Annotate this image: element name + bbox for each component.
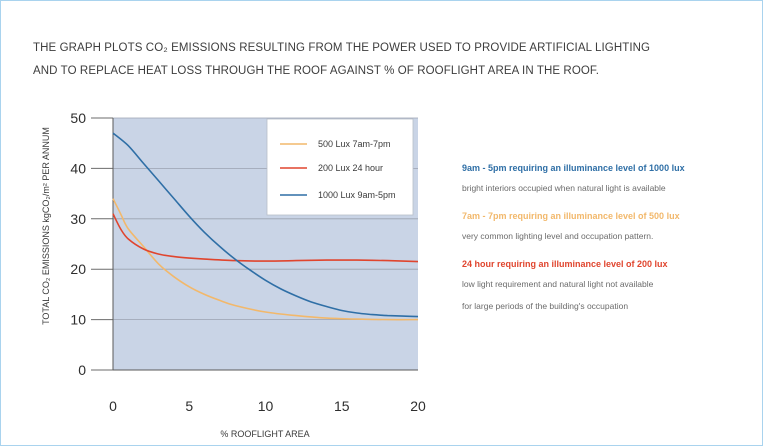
x-tick-label: 10 bbox=[258, 398, 274, 414]
note-body-line: for large periods of the building's occu… bbox=[462, 301, 629, 311]
y-tick-label: 40 bbox=[70, 160, 86, 176]
note-body-line: very common lighting level and occupatio… bbox=[462, 231, 654, 241]
tick-labels: 0 10 20 30 40 50 0 5 10 15 20 bbox=[70, 110, 426, 414]
x-tick-label: 0 bbox=[109, 398, 117, 414]
title-line-1: THE GRAPH PLOTS CO₂ EMISSIONS RESULTING … bbox=[33, 42, 651, 54]
axes bbox=[112, 118, 418, 371]
series-line-1 bbox=[112, 213, 419, 263]
note-body-line: low light requirement and natural light … bbox=[462, 279, 654, 289]
x-tick-label: 20 bbox=[410, 398, 426, 414]
series-line-0 bbox=[112, 198, 419, 321]
y-axis-label: TOTAL CO₂ EMISSIONS kgCO₂/m² PER ANNUM bbox=[41, 127, 51, 325]
legend-label: 500 Lux 7am-7pm bbox=[318, 139, 391, 149]
chart-title: THE GRAPH PLOTS CO₂ EMISSIONS RESULTING … bbox=[33, 37, 753, 83]
legend-box bbox=[266, 118, 414, 216]
notes-panel: 9am - 5pm requiring an illuminance level… bbox=[462, 162, 762, 328]
series-layer bbox=[112, 132, 419, 321]
note-0: 9am - 5pm requiring an illuminance level… bbox=[462, 162, 762, 196]
note-heading: 24 hour requiring an illuminance level o… bbox=[462, 259, 668, 269]
x-tick-label: 5 bbox=[185, 398, 193, 414]
title-line-2: AND TO REPLACE HEAT LOSS THROUGH THE ROO… bbox=[33, 65, 600, 77]
note-1: 7am - 7pm requiring an illuminance level… bbox=[462, 210, 762, 244]
y-tick-label: 20 bbox=[70, 261, 86, 277]
note-heading: 9am - 5pm requiring an illuminance level… bbox=[462, 163, 685, 173]
x-tick-label: 15 bbox=[334, 398, 350, 414]
y-tick-label: 10 bbox=[70, 312, 86, 328]
legend: 500 Lux 7am-7pm 200 Lux 24 hour 1000 Lux 9… bbox=[266, 118, 414, 216]
y-tick-label: 30 bbox=[70, 211, 86, 227]
legend-label: 200 Lux 24 hour bbox=[318, 163, 383, 173]
note-2: 24 hour requiring an illuminance level o… bbox=[462, 258, 762, 314]
x-axis-label: % ROOFLIGHT AREA bbox=[220, 429, 309, 439]
y-tick-label: 50 bbox=[70, 110, 86, 126]
series-line-2 bbox=[112, 132, 419, 318]
y-tick-label: 0 bbox=[78, 362, 86, 378]
note-body-line: bright interiors occupied when natural l… bbox=[462, 183, 666, 193]
legend-label: 1000 Lux 9am-5pm bbox=[318, 190, 396, 200]
note-heading: 7am - 7pm requiring an illuminance level… bbox=[462, 211, 680, 221]
